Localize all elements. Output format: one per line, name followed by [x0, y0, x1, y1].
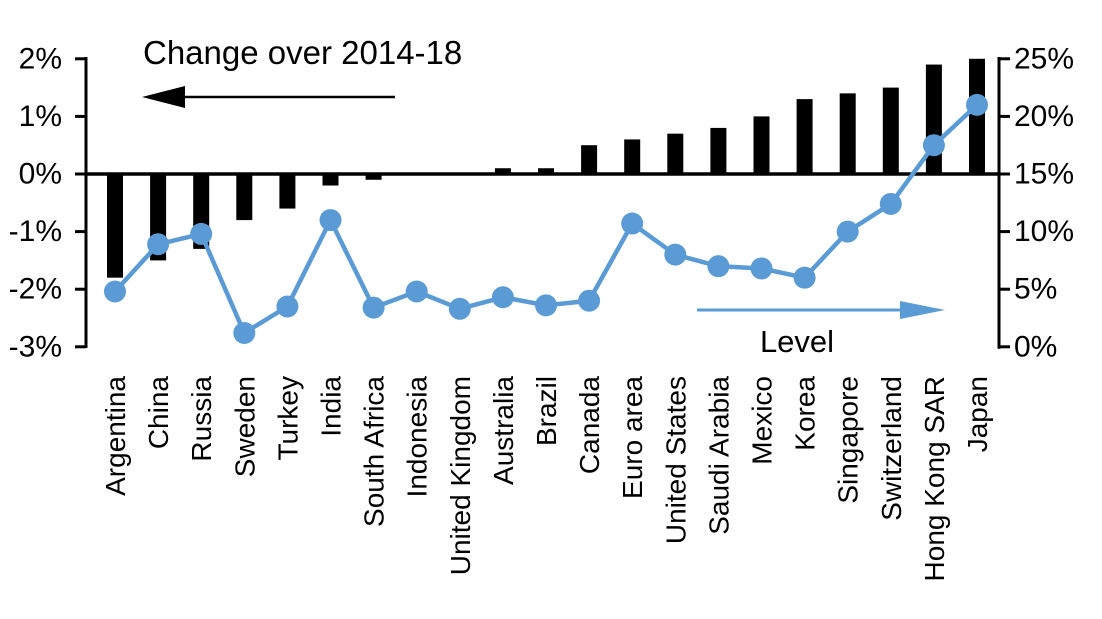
- x-label-united-states: United States: [660, 376, 691, 544]
- bar-mexico: [753, 116, 770, 174]
- change-annotation-text: Change over 2014-18: [143, 34, 462, 71]
- point-australia: [491, 286, 514, 309]
- x-label-turkey: Turkey: [272, 376, 303, 461]
- point-saudi-arabia: [707, 255, 730, 278]
- x-label-argentina: Argentina: [100, 376, 131, 496]
- point-united-states: [664, 243, 687, 266]
- x-label-switzerland: Switzerland: [876, 376, 907, 521]
- bar-euro-area: [624, 139, 641, 174]
- change-annotation: Change over 2014-18: [142, 34, 462, 108]
- x-label-united-kingdom: United Kingdom: [445, 376, 476, 575]
- left-axis-label-1-: 1%: [19, 100, 62, 133]
- right-axis-label-15-: 15%: [1014, 158, 1074, 191]
- bar-canada: [581, 145, 598, 174]
- point-euro-area: [621, 212, 644, 235]
- right-axis-label-25-: 25%: [1014, 42, 1074, 75]
- point-canada: [578, 289, 601, 312]
- x-label-sweden: Sweden: [229, 376, 260, 477]
- bar-brazil: [538, 168, 554, 174]
- x-label-mexico: Mexico: [747, 376, 778, 465]
- point-turkey: [276, 295, 299, 318]
- bar-australia: [494, 168, 511, 174]
- point-russia: [190, 222, 213, 245]
- point-hong-kong-sar: [922, 134, 945, 157]
- right-axis-label-5-: 5%: [1014, 273, 1057, 306]
- left-axis-label--1-: -1%: [9, 215, 62, 248]
- x-label-canada: Canada: [574, 376, 605, 475]
- level-arrow-head-icon: [900, 301, 945, 319]
- x-label-hong-kong-sar: Hong Kong SAR: [919, 376, 950, 581]
- x-label-saudi-arabia: Saudi Arabia: [703, 376, 734, 535]
- bar-switzerland: [882, 87, 899, 174]
- level-annotation-text: Level: [760, 324, 834, 359]
- point-japan: [966, 93, 988, 116]
- x-label-brazil: Brazil: [531, 376, 562, 446]
- point-united-kingdom: [448, 297, 471, 320]
- left-axis-label-0-: 0%: [19, 158, 62, 191]
- bar-saudi-arabia: [710, 127, 727, 174]
- right-axis-label-10-: 10%: [1014, 215, 1074, 248]
- point-argentina: [104, 280, 126, 303]
- x-label-india: India: [316, 376, 347, 437]
- bar-argentina: [107, 174, 123, 278]
- left-axis-label-2-: 2%: [19, 42, 62, 75]
- right-axis-label-0-: 0%: [1014, 330, 1057, 363]
- point-china: [147, 233, 170, 256]
- x-label-euro-area: Euro area: [617, 376, 648, 499]
- left-axis: 2% 1% 0% -1% -2% -3%: [9, 42, 88, 363]
- point-singapore: [836, 220, 859, 243]
- change-arrow-head-icon: [142, 86, 185, 108]
- point-korea: [793, 266, 816, 289]
- bar-japan: [969, 58, 985, 174]
- x-label-china: China: [143, 376, 174, 450]
- point-sweden: [233, 321, 256, 344]
- point-mexico: [750, 257, 773, 280]
- x-label-indonesia: Indonesia: [402, 376, 433, 498]
- bar-south-africa: [365, 174, 382, 180]
- bar-united-states: [667, 133, 684, 174]
- left-axis-label--2-: -2%: [9, 273, 62, 306]
- x-label-singapore: Singapore: [833, 376, 864, 504]
- point-brazil: [535, 294, 557, 317]
- left-axis-label--3-: -3%: [9, 330, 62, 363]
- level-annotation: Level: [697, 301, 945, 359]
- bar-korea: [796, 99, 813, 174]
- x-label-south-africa: South Africa: [359, 376, 390, 527]
- point-south-africa: [362, 296, 385, 319]
- point-india: [319, 209, 342, 232]
- x-label-korea: Korea: [790, 376, 821, 451]
- x-label-russia: Russia: [186, 376, 217, 462]
- x-axis-labels: Argentina China Russia Sweden Turkey India Sou…: [100, 376, 993, 582]
- bars-group: [107, 58, 985, 278]
- point-indonesia: [405, 280, 428, 303]
- bar-hong-kong-sar: [925, 64, 942, 174]
- x-label-japan: Japan: [962, 376, 993, 452]
- level-line-group: [104, 93, 988, 344]
- point-switzerland: [879, 192, 902, 215]
- x-label-australia: Australia: [488, 376, 519, 485]
- bar-sweden: [236, 174, 253, 221]
- right-axis: 25% 20% 15% 10% 5% 0%: [997, 42, 1074, 363]
- bar-turkey: [279, 174, 296, 209]
- right-axis-label-20-: 20%: [1014, 100, 1074, 133]
- bar-india: [322, 174, 339, 186]
- bar-singapore: [839, 93, 856, 174]
